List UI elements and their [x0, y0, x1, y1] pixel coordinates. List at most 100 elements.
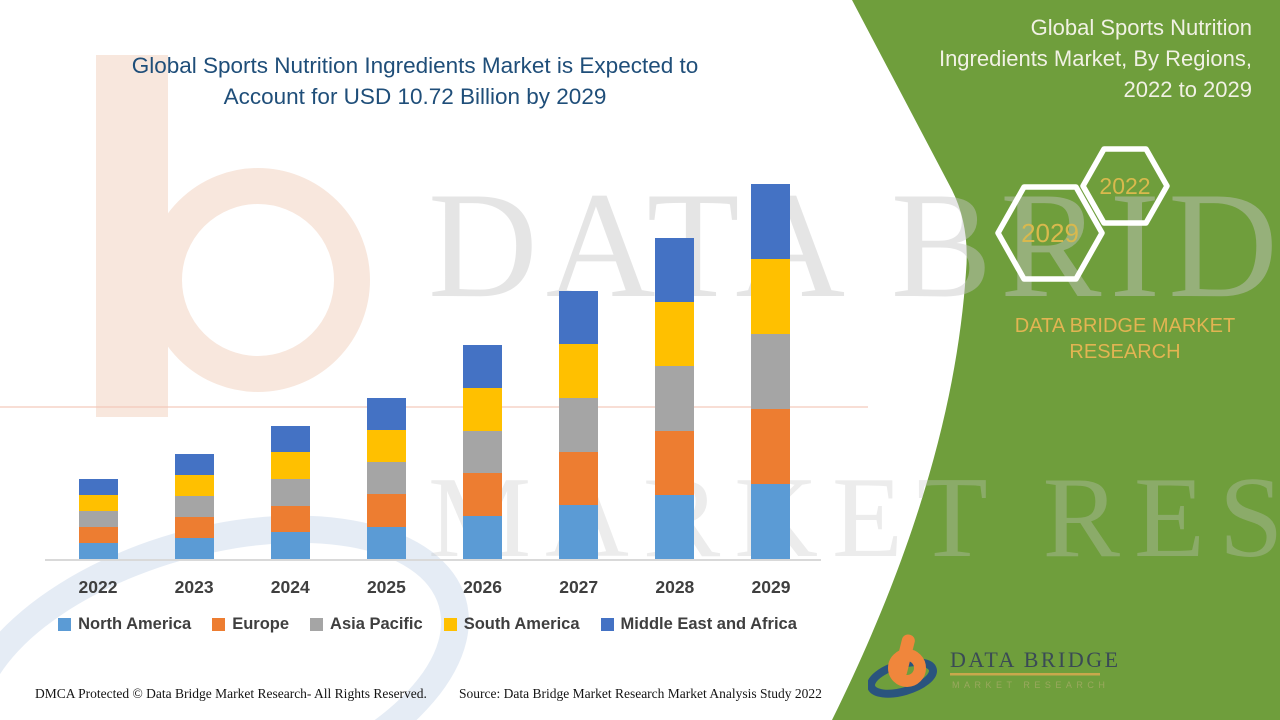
bar-2024-segment-middle-east-and-africa [270, 425, 310, 453]
bar-2027-segment-north-america [559, 505, 599, 559]
x-axis-label-2029: 2029 [751, 577, 791, 597]
bar-2027-segment-middle-east-and-africa [559, 290, 599, 345]
legend-label-south-america: South America [463, 615, 580, 633]
legend-swatch-europe [212, 618, 226, 631]
bar-2026-segment-middle-east-and-africa [463, 345, 503, 388]
chart-legend: North America Europe Asia Pacific South Ame… [30, 615, 825, 634]
hexagon-2029 [995, 184, 1105, 282]
text-line: Global Sports Nutrition [1030, 15, 1252, 40]
bar-2022-segment-asia-pacific [78, 510, 118, 527]
hexagon-badges: 2029 2022 [995, 146, 1170, 282]
legend-item-south-america: South America [443, 615, 580, 634]
logo-underline [950, 673, 1100, 676]
page-title: Global Sports Nutrition Ingredients Mark… [40, 50, 790, 112]
bar-2022-segment-south-america [78, 494, 118, 511]
legend-label-europe: Europe [232, 615, 290, 633]
bar-2023-segment-south-america [174, 474, 214, 496]
text-line: 2022 to 2029 [1123, 77, 1252, 102]
bar-2024-segment-asia-pacific [270, 478, 310, 506]
legend-item-middle-east-and-africa: Middle East and Africa [600, 615, 797, 634]
bar-2024-segment-europe [270, 505, 310, 533]
bar-2023-segment-middle-east-and-africa [174, 453, 214, 475]
x-axis-label-2027: 2027 [559, 577, 599, 597]
bar-2023-segment-europe [174, 516, 214, 538]
bar-2023-segment-asia-pacific [174, 495, 214, 517]
bar-2029-segment-south-america [751, 258, 791, 334]
bar-2025 [366, 397, 406, 559]
bar-2028-segment-middle-east-and-africa [655, 238, 695, 303]
x-axis-label-2024: 2024 [270, 577, 310, 597]
footer-dmca-text: DMCA Protected © Data Bridge Market Rese… [35, 686, 427, 701]
bar-2025-segment-north-america [366, 526, 406, 559]
legend-label-asia-pacific: Asia Pacific [330, 615, 423, 633]
legend-item-europe: Europe [212, 615, 289, 634]
hexagon-2022 [1080, 146, 1170, 226]
bar-2025-segment-asia-pacific [366, 462, 406, 495]
bar-2029-segment-asia-pacific [751, 333, 791, 409]
text-line: Account for USD 10.72 Billion by 2029 [223, 84, 607, 109]
text-line: Ingredients Market, By Regions, [938, 46, 1252, 71]
bar-2029 [751, 183, 791, 559]
text-line: Global Sports Nutrition Ingredients Mark… [131, 53, 699, 78]
legend-swatch-middle-east-and-africa [600, 618, 614, 631]
legend-swatch-north-america [58, 618, 72, 631]
bar-2026-segment-asia-pacific [463, 430, 503, 474]
hexagon-2022-label: 2022 [1099, 173, 1150, 199]
bar-2022 [78, 478, 118, 559]
bar-2026-segment-north-america [463, 516, 503, 559]
x-axis-label-2025: 2025 [366, 577, 406, 597]
text-line: DATA BRIDGE MARKET [1014, 315, 1236, 337]
bar-2027-segment-south-america [559, 344, 599, 398]
x-axis-label-2022: 2022 [78, 577, 118, 597]
bar-2029-segment-europe [751, 408, 791, 484]
bar-2029-segment-middle-east-and-africa [751, 183, 791, 259]
company-logo: DATA BRIDGE MARKET RESEARCH [868, 634, 1118, 698]
bar-2028-segment-north-america [655, 494, 695, 559]
text-line: RESEARCH [1069, 341, 1181, 363]
watermark-pink-line [0, 406, 868, 408]
x-axis-baseline [45, 559, 821, 561]
bar-2025-segment-south-america [366, 429, 406, 463]
bar-2023-segment-north-america [174, 537, 214, 559]
bar-2024 [270, 425, 310, 559]
bar-2025-segment-europe [366, 494, 406, 527]
bar-2028 [655, 238, 695, 559]
side-panel-heading: Global Sports Nutrition Ingredients Marke… [872, 12, 1252, 105]
x-axis-label-2026: 2026 [463, 577, 503, 597]
bar-2022-segment-europe [78, 526, 118, 543]
logo-tagline-text: MARKET RESEARCH [952, 680, 1109, 690]
bar-2027-segment-asia-pacific [559, 397, 599, 452]
legend-swatch-asia-pacific [310, 618, 324, 631]
logo-brand-text: DATA BRIDGE [950, 647, 1118, 672]
bar-2026-segment-europe [463, 473, 503, 517]
footer-source-text: Source: Data Bridge Market Research Mark… [459, 686, 822, 701]
bar-2028-segment-europe [655, 430, 695, 495]
legend-item-north-america: North America [58, 615, 191, 634]
bar-2026 [463, 345, 503, 559]
bar-2029-segment-north-america [751, 483, 791, 559]
bar-2028-segment-asia-pacific [655, 366, 695, 431]
legend-item-asia-pacific: Asia Pacific [310, 615, 423, 634]
x-axis-label-2028: 2028 [655, 577, 695, 597]
green-panel-shape [832, 0, 1280, 720]
bar-2027-segment-europe [559, 451, 599, 506]
legend-label-north-america: North America [78, 615, 192, 633]
bar-2024-segment-north-america [270, 532, 310, 559]
bar-2027 [559, 290, 599, 559]
bar-2023 [174, 453, 214, 559]
bar-2028-segment-south-america [655, 302, 695, 367]
bar-2024-segment-south-america [270, 452, 310, 479]
bar-2022-segment-middle-east-and-africa [78, 478, 118, 495]
brand-caption: DATA BRIDGE MARKET RESEARCH [990, 313, 1260, 365]
bar-2022-segment-north-america [78, 542, 118, 559]
x-axis-label-2023: 2023 [174, 577, 214, 597]
logo-b-bowl [888, 649, 926, 687]
bar-2026-segment-south-america [463, 387, 503, 431]
legend-swatch-south-america [443, 618, 457, 631]
hexagon-2029-label: 2029 [1021, 218, 1079, 248]
bar-2025-segment-middle-east-and-africa [366, 397, 406, 430]
legend-label-middle-east-and-africa: Middle East and Africa [620, 615, 797, 633]
